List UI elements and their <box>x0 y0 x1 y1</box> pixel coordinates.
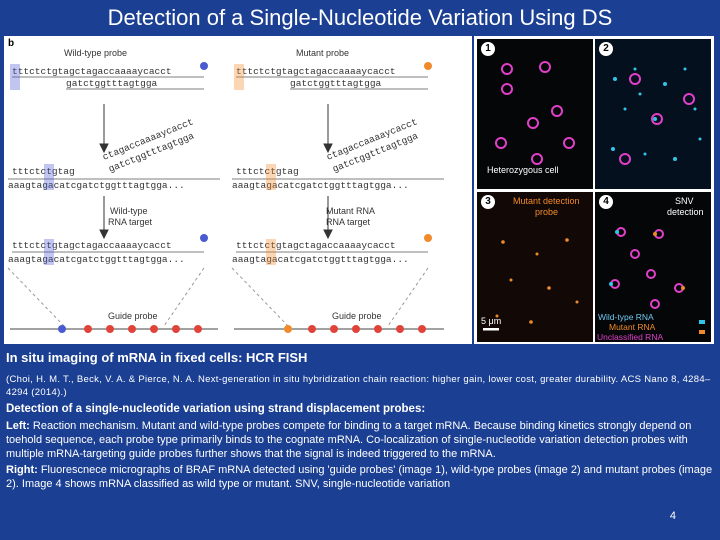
micrograph-2: 2 <box>595 39 711 189</box>
wt-target-seq: aaagtagacatcgatctggtttagtgga... <box>8 180 185 191</box>
legend-unclassified: Unclassified RNA <box>597 332 664 342</box>
slide-title: Detection of a Single-Nucleotide Variati… <box>107 5 613 30</box>
micrograph-2-spots <box>611 67 702 165</box>
heterozygous-label: Heterozygous cell <box>487 165 559 175</box>
micrograph-1: 1 Heterozygous cell <box>477 39 593 189</box>
left-label: Left: <box>6 420 30 432</box>
mut-bottom-seq2: aaagtagacatcgatctggtttagtgga... <box>232 254 409 265</box>
wt-short-seq: tttctctgtag <box>12 166 75 177</box>
caption-heading: In situ imaging of mRNA in fixed cells: … <box>6 350 308 365</box>
figure: b Wild-type probe Mutant probe tttctctgt… <box>4 36 714 344</box>
mut-target-label-2: RNA target <box>326 217 371 227</box>
micrograph-4: 4 SNV detection Wild-type RNA Mutant RNA… <box>595 192 711 342</box>
caption-left-paragraph: Left: Reaction mechanism. Mutant and wil… <box>6 419 714 461</box>
wt-target-label-1: Wild-type <box>110 206 148 216</box>
image-1-number: 1 <box>481 42 495 56</box>
micrograph-3: 3 Mutant detection probe 5 μm <box>477 192 593 342</box>
snv-label-1: SNV <box>675 196 694 206</box>
caption-reference: (Choi, H. M. T., Beck, V. A. & Pierce, N… <box>6 374 711 398</box>
micrograph-1-spots <box>495 61 575 165</box>
micrograph-4-spots <box>609 227 705 334</box>
mut-target-seq: aaagtagacatcgatctggtttagtgga... <box>232 180 409 191</box>
snv-label-2: detection <box>667 207 704 217</box>
wt-target-label-2: RNA target <box>108 217 153 227</box>
caption-right-paragraph: Right: Fluorescnece micrographs of BRAF … <box>6 463 714 491</box>
wt-probe-seq1: tttctctgtagctagaccaaaaycacct <box>12 66 172 77</box>
mutant-probe-label: Mutant probe <box>296 48 349 58</box>
mechanism-diagram: b Wild-type probe Mutant probe tttctctgt… <box>7 38 444 333</box>
wt-guide-probe-label: Guide probe <box>108 311 158 321</box>
mut-short-seq: tttctctgtag <box>236 166 299 177</box>
reaction-mechanism-panel: b Wild-type probe Mutant probe tttctctgt… <box>4 36 472 344</box>
right-text: Fluorescnece micrographs of BRAF mRNA de… <box>6 464 713 490</box>
caption: In situ imaging of mRNA in fixed cells: … <box>6 350 714 493</box>
mutant-detection-label-2: probe <box>535 207 559 217</box>
left-text: Reaction mechanism. Mutant and wild-type… <box>6 420 692 460</box>
micrograph-3-spots <box>483 238 579 331</box>
mut-probe-seq1: tttctctgtagctagaccaaaaycacct <box>236 66 396 77</box>
micrograph-panel: 1 Heterozygous cell 2 <box>474 36 714 344</box>
wt-bottom-seq1: tttctctgtagctagaccaaaaycacct <box>12 240 172 251</box>
image-3-number: 3 <box>481 195 495 209</box>
mut-guide-probe-label: Guide probe <box>332 311 382 321</box>
wild-type-probe-label: Wild-type probe <box>64 48 127 58</box>
wt-bottom-seq2: aaagtagacatcgatctggtttagtgga... <box>8 254 185 265</box>
mut-probe-seq2: gatctggtttagtgga <box>290 78 382 89</box>
legend-wild-type: Wild-type RNA <box>598 312 654 322</box>
image-4-number: 4 <box>599 195 613 209</box>
mutant-detection-label-1: Mutant detection <box>513 196 580 206</box>
image-2-number: 2 <box>599 42 613 56</box>
panel-letter: b <box>8 38 14 49</box>
mut-bottom-seq1: tttctctgtagctagaccaaaaycacct <box>236 240 396 251</box>
scale-bar-label: 5 μm <box>481 316 502 326</box>
page-number: 4 <box>669 510 676 522</box>
caption-subheading: Detection of a single-nucleotide variati… <box>6 403 426 415</box>
right-label: Right: <box>6 464 38 476</box>
mut-target-label-1: Mutant RNA <box>326 206 375 216</box>
wt-probe-seq2: gatctggtttagtgga <box>66 78 158 89</box>
legend-mutant: Mutant RNA <box>609 322 656 332</box>
